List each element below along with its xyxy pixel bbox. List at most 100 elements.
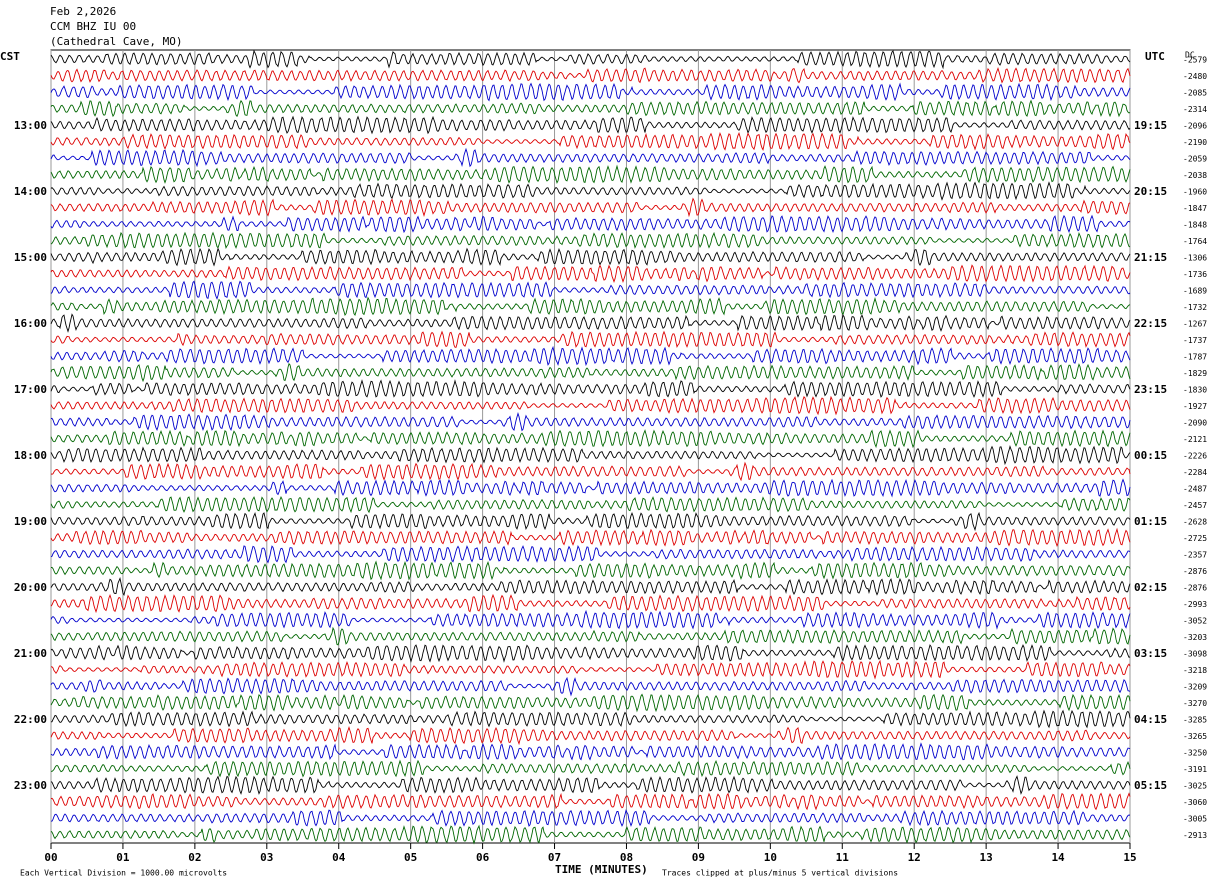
offset-label: -3060 <box>1183 798 1207 807</box>
left-time-label: 15:00 <box>14 251 47 264</box>
offset-label: -1960 <box>1183 188 1207 197</box>
trace <box>50 181 1131 201</box>
offset-label: -2876 <box>1183 584 1207 593</box>
x-tick-label: 13 <box>980 851 993 864</box>
offset-label: -2121 <box>1183 435 1207 444</box>
right-axis-title: UTC <box>1145 50 1165 63</box>
x-tick-label: 10 <box>764 851 777 864</box>
offset-label: -2226 <box>1183 452 1207 461</box>
x-tick-label: 06 <box>476 851 490 864</box>
right-time-label: 05:15 <box>1134 779 1167 792</box>
left-time-label: 13:00 <box>14 119 47 132</box>
trace <box>50 313 1131 333</box>
offset-label: -3285 <box>1183 716 1207 725</box>
right-time-label: 23:15 <box>1134 383 1167 396</box>
trace <box>50 461 1131 482</box>
offset-label: -3218 <box>1183 666 1207 675</box>
trace <box>50 527 1131 548</box>
left-time-label: 14:00 <box>14 185 47 198</box>
trace <box>50 478 1131 498</box>
trace <box>50 231 1131 249</box>
left-time-label: 21:00 <box>14 647 47 660</box>
left-time-label: 16:00 <box>14 317 47 330</box>
trace <box>50 593 1131 614</box>
x-tick-label: 03 <box>260 851 273 864</box>
offset-label: -3052 <box>1183 617 1207 626</box>
offset-title: DC <box>1185 51 1195 60</box>
offset-label: -2284 <box>1183 468 1207 477</box>
offset-label: -3005 <box>1183 815 1207 824</box>
offset-label: -2059 <box>1183 155 1207 164</box>
offset-label: -1787 <box>1183 353 1207 362</box>
offset-label: -3265 <box>1183 732 1207 741</box>
offset-label: -1267 <box>1183 320 1207 329</box>
trace <box>50 809 1131 827</box>
trace <box>50 280 1131 300</box>
trace <box>50 345 1131 367</box>
x-tick-label: 09 <box>692 851 705 864</box>
trace <box>50 792 1131 811</box>
offset-label: -2096 <box>1183 122 1207 131</box>
left-time-label: 23:00 <box>14 779 47 792</box>
trace <box>50 147 1131 168</box>
x-tick-label: 14 <box>1051 851 1065 864</box>
right-time-label: 04:15 <box>1134 713 1167 726</box>
trace <box>50 824 1131 845</box>
trace <box>50 330 1131 348</box>
x-tick-label: 12 <box>908 851 921 864</box>
x-tick-label: 11 <box>836 851 850 864</box>
offset-label: -2357 <box>1183 551 1207 560</box>
scale-note: Each Vertical Division = 1000.00 microvo… <box>20 869 227 878</box>
right-time-label: 02:15 <box>1134 581 1167 594</box>
left-time-label: 18:00 <box>14 449 47 462</box>
offset-label: -2725 <box>1183 534 1207 543</box>
offset-label: -1306 <box>1183 254 1207 263</box>
clip-note: Traces clipped at plus/minus 5 vertical … <box>662 869 898 878</box>
offset-label: -2876 <box>1183 567 1207 576</box>
trace <box>50 296 1131 316</box>
left-time-label: 17:00 <box>14 383 47 396</box>
offset-label: -1927 <box>1183 402 1207 411</box>
offset-label: -2190 <box>1183 138 1207 147</box>
offset-label: -3203 <box>1183 633 1207 642</box>
x-tick-label: 05 <box>404 851 417 864</box>
trace <box>50 82 1131 102</box>
left-time-label: 20:00 <box>14 581 47 594</box>
offset-label: -2480 <box>1183 72 1207 81</box>
trace <box>50 395 1131 416</box>
x-axis-title: TIME (MINUTES) <box>555 863 648 876</box>
offset-label: -1732 <box>1183 303 1207 312</box>
trace <box>50 411 1131 432</box>
trace <box>50 379 1131 398</box>
trace <box>50 759 1131 778</box>
trace <box>50 693 1131 713</box>
right-time-label: 03:15 <box>1134 647 1167 660</box>
left-time-label: 19:00 <box>14 515 47 528</box>
offset-label: -2457 <box>1183 501 1207 510</box>
trace <box>50 496 1131 514</box>
offset-label: -1689 <box>1183 287 1207 296</box>
offset-label: -3209 <box>1183 683 1207 692</box>
station: CCM BHZ IU 00 <box>50 20 136 33</box>
trace <box>50 676 1131 697</box>
trace <box>50 115 1131 135</box>
x-tick-label: 01 <box>116 851 130 864</box>
offset-label: -3098 <box>1183 650 1207 659</box>
offset-label: -1848 <box>1183 221 1207 230</box>
trace <box>50 214 1131 234</box>
trace <box>50 626 1131 646</box>
trace <box>50 99 1131 118</box>
offset-label: -2628 <box>1183 518 1207 527</box>
trace <box>50 164 1131 184</box>
x-tick-label: 08 <box>620 851 633 864</box>
offset-label: -2038 <box>1183 171 1207 180</box>
x-tick-label: 02 <box>188 851 201 864</box>
offset-label: -2913 <box>1183 831 1207 840</box>
right-time-label: 01:15 <box>1134 515 1167 528</box>
x-tick-label: 15 <box>1123 851 1136 864</box>
trace <box>50 544 1131 564</box>
right-time-label: 19:15 <box>1134 119 1167 132</box>
x-tick-label: 04 <box>332 851 346 864</box>
location: (Cathedral Cave, MO) <box>50 35 182 48</box>
